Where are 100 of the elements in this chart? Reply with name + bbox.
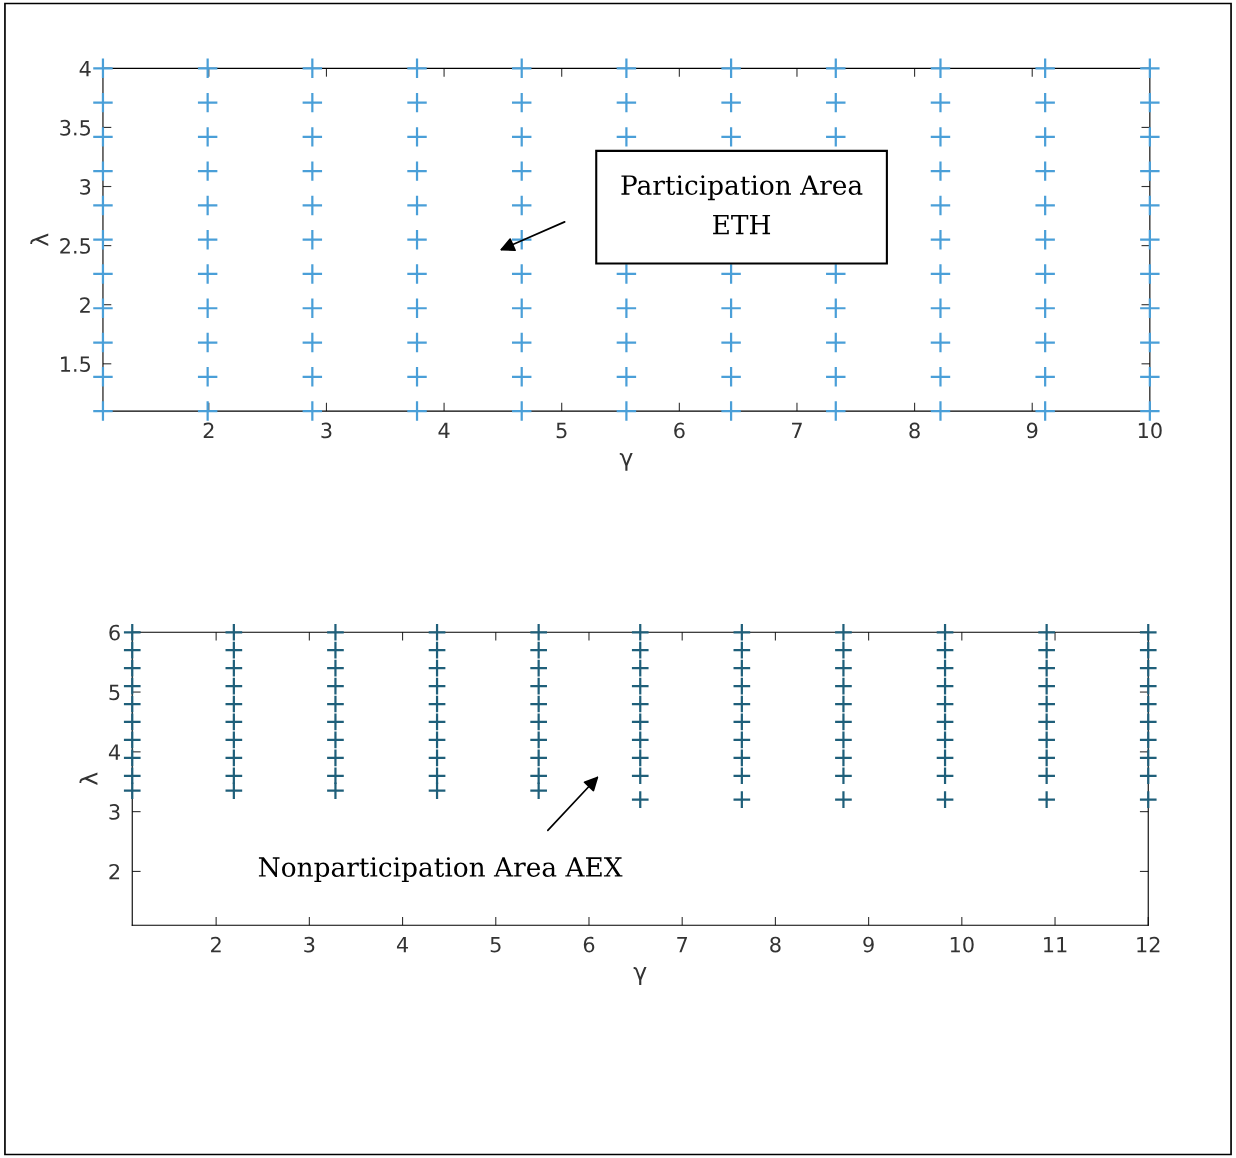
point bbox=[510, 194, 533, 217]
point bbox=[1138, 790, 1158, 810]
point bbox=[406, 57, 428, 80]
y-tick-label: 4 bbox=[108, 744, 120, 760]
point bbox=[834, 694, 853, 714]
point bbox=[196, 297, 219, 320]
point bbox=[224, 748, 244, 768]
point bbox=[834, 676, 853, 696]
point bbox=[1034, 228, 1056, 251]
y-tick-label: 5 bbox=[109, 684, 120, 701]
point bbox=[1037, 658, 1057, 678]
point bbox=[732, 748, 752, 768]
point bbox=[1034, 126, 1056, 148]
point bbox=[1139, 126, 1161, 148]
point bbox=[529, 766, 549, 786]
point bbox=[92, 91, 114, 114]
x-axis-title: γ bbox=[619, 452, 633, 471]
point bbox=[1139, 331, 1161, 354]
annotation: Participation Area ETH bbox=[621, 175, 863, 235]
point bbox=[510, 160, 533, 182]
point bbox=[935, 712, 955, 732]
point bbox=[1139, 400, 1161, 422]
point bbox=[406, 297, 428, 320]
point bbox=[1139, 365, 1161, 388]
point bbox=[301, 263, 324, 285]
point bbox=[630, 676, 650, 696]
point bbox=[92, 228, 114, 251]
x-tick-label: 3 bbox=[304, 936, 315, 953]
x-tick-label: 7 bbox=[792, 422, 802, 439]
point bbox=[1034, 57, 1056, 80]
x-tick-label: 6 bbox=[674, 422, 685, 439]
x-tick-label: 8 bbox=[770, 936, 781, 953]
point bbox=[326, 694, 345, 714]
point bbox=[529, 658, 549, 678]
point bbox=[406, 194, 428, 217]
point bbox=[615, 297, 638, 320]
point bbox=[122, 730, 142, 750]
point bbox=[122, 622, 142, 642]
point bbox=[301, 160, 324, 182]
point bbox=[406, 160, 428, 182]
point bbox=[615, 91, 638, 114]
point bbox=[1138, 748, 1158, 768]
point bbox=[720, 365, 742, 388]
point bbox=[301, 126, 324, 148]
x-tick-label: 8 bbox=[909, 422, 920, 439]
x-tick-label: 5 bbox=[556, 422, 567, 439]
point bbox=[929, 91, 952, 114]
point bbox=[196, 160, 219, 182]
point bbox=[1037, 766, 1057, 786]
point bbox=[929, 160, 952, 182]
point bbox=[824, 91, 847, 114]
point bbox=[720, 331, 742, 354]
point bbox=[406, 400, 428, 422]
point bbox=[1139, 194, 1161, 217]
point bbox=[196, 91, 219, 114]
point bbox=[92, 263, 114, 285]
point bbox=[301, 400, 324, 422]
point bbox=[720, 57, 742, 80]
point bbox=[510, 297, 533, 320]
point bbox=[935, 730, 955, 750]
point bbox=[615, 331, 638, 354]
y-tick-label: 2 bbox=[109, 863, 120, 880]
x-tick-label: 6 bbox=[583, 936, 595, 953]
point bbox=[630, 622, 650, 642]
point bbox=[326, 640, 345, 660]
point bbox=[1037, 748, 1057, 768]
point bbox=[196, 331, 219, 354]
point bbox=[122, 640, 142, 660]
point bbox=[301, 194, 324, 217]
point bbox=[1034, 91, 1056, 114]
point bbox=[1138, 622, 1158, 642]
point bbox=[1138, 766, 1158, 786]
point bbox=[92, 194, 114, 217]
point bbox=[615, 126, 638, 148]
x-tick-label: 12 bbox=[1137, 936, 1160, 953]
x-tick-label: 4 bbox=[396, 936, 409, 953]
point bbox=[630, 658, 650, 678]
point bbox=[224, 622, 244, 642]
point bbox=[122, 694, 142, 714]
y-tick-label: 6 bbox=[109, 624, 120, 641]
point bbox=[824, 365, 847, 388]
point bbox=[824, 263, 847, 285]
point bbox=[615, 263, 638, 285]
point bbox=[1034, 365, 1056, 388]
point bbox=[1138, 676, 1158, 696]
point bbox=[92, 331, 114, 354]
point bbox=[92, 297, 114, 320]
point bbox=[1139, 57, 1161, 80]
point bbox=[935, 640, 955, 660]
point bbox=[529, 640, 549, 660]
point bbox=[824, 331, 847, 354]
y-tick-label: 3 bbox=[80, 178, 91, 195]
point bbox=[196, 194, 219, 217]
point bbox=[630, 790, 650, 810]
point bbox=[630, 712, 650, 732]
point bbox=[529, 712, 549, 732]
point bbox=[935, 676, 955, 696]
point bbox=[406, 263, 428, 285]
point bbox=[834, 748, 853, 768]
point bbox=[834, 640, 853, 660]
